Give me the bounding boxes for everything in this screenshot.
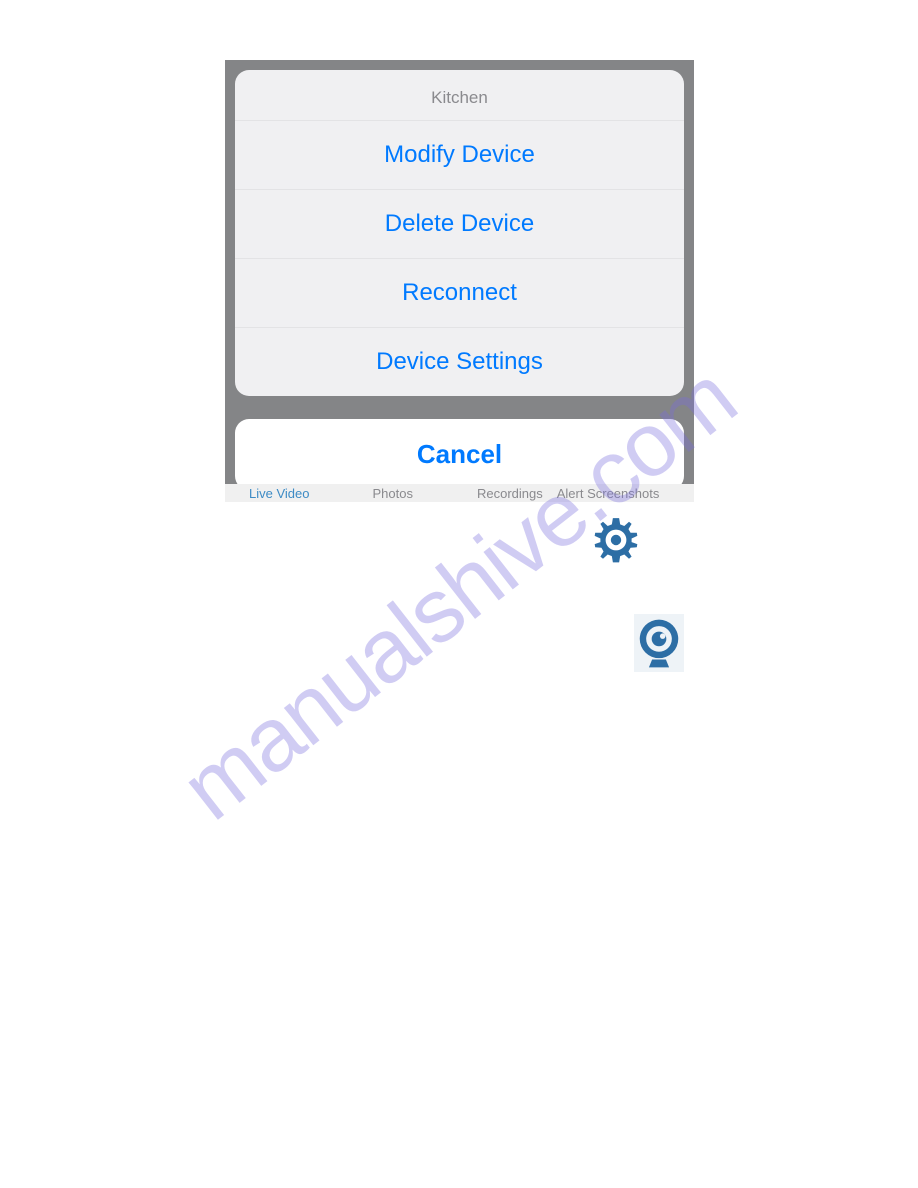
tab-live-video[interactable]: Live Video xyxy=(249,486,309,501)
delete-device-button[interactable]: Delete Device xyxy=(235,190,684,259)
tab-photos[interactable]: Photos xyxy=(372,486,412,501)
action-sheet: Kitchen Modify Device Delete Device Reco… xyxy=(235,70,684,396)
camera-icon xyxy=(634,614,684,672)
tab-alert-screenshots[interactable]: Alert Screenshots xyxy=(557,486,660,501)
action-sheet-title: Kitchen xyxy=(235,70,684,121)
gear-icon xyxy=(590,514,642,566)
tab-bar: Live Video Photos Recordings Alert Scree… xyxy=(225,484,694,502)
modify-device-button[interactable]: Modify Device xyxy=(235,121,684,190)
screenshot-container: Kitchen Modify Device Delete Device Reco… xyxy=(225,60,694,502)
cancel-button[interactable]: Cancel xyxy=(235,419,684,490)
reconnect-button[interactable]: Reconnect xyxy=(235,259,684,328)
tab-recordings[interactable]: Recordings xyxy=(477,486,543,501)
device-settings-button[interactable]: Device Settings xyxy=(235,328,684,396)
